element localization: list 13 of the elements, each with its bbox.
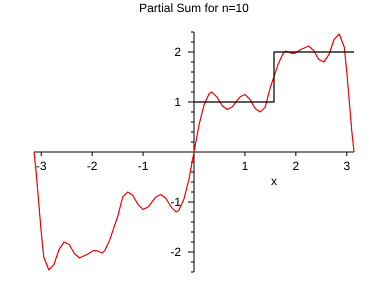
y-tick-label: -2 — [170, 244, 182, 259]
y-tick-label: 1 — [174, 94, 182, 109]
chart-title: Partial Sum for n=10 — [139, 1, 250, 15]
y-tick-label: 2 — [174, 44, 182, 59]
x-tick-label: -3 — [36, 158, 47, 173]
x-tick-label: 1 — [242, 158, 249, 173]
x-tick-label: -2 — [86, 158, 98, 173]
y-tick-label: -1 — [170, 194, 182, 209]
line-series — [33, 33, 355, 271]
x-tick-label: 3 — [343, 158, 350, 173]
x-tick-label: 2 — [292, 158, 300, 173]
x-axis-title: x — [271, 174, 277, 188]
x-tick-label: -1 — [138, 158, 149, 173]
